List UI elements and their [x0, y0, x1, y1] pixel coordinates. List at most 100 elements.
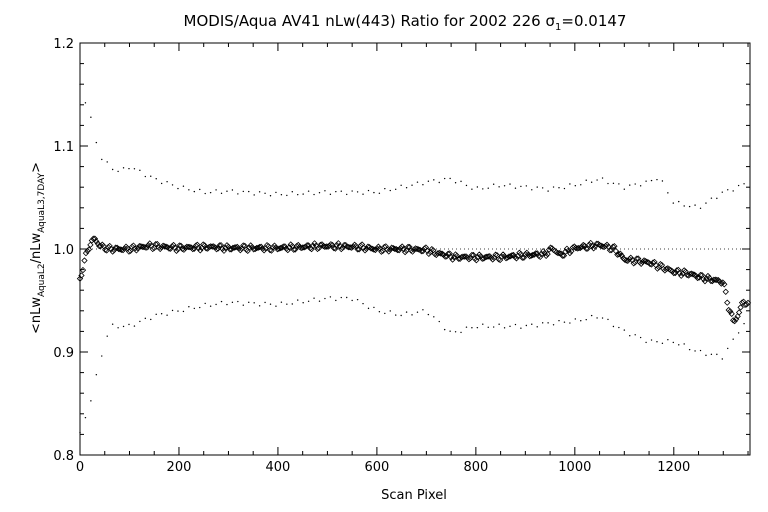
upper-envelope-dot	[160, 182, 163, 185]
upper-envelope-dot	[171, 184, 174, 186]
mean-ratio-marker	[437, 250, 444, 257]
upper-envelope-dot	[699, 207, 702, 209]
mean-ratio-marker	[290, 246, 297, 253]
upper-envelope-dot	[209, 191, 212, 194]
mean-ratio-marker	[158, 243, 165, 251]
upper-envelope-dot	[607, 182, 609, 185]
upper-envelope-dot	[389, 189, 391, 192]
mean-ratio-marker	[701, 278, 709, 285]
mean-ratio-marker	[173, 247, 180, 254]
mean-ratio-marker	[498, 253, 505, 260]
envelope-dots	[79, 83, 745, 434]
lower-envelope-dot	[639, 336, 642, 339]
mean-ratio-marker	[149, 245, 156, 253]
upper-envelope-dot	[411, 184, 413, 186]
upper-envelope-dot	[629, 184, 631, 186]
mean-ratio-marker	[566, 249, 574, 257]
lower-envelope-dot	[536, 326, 538, 328]
lower-envelope-dot	[395, 314, 397, 316]
lower-envelope-dot	[166, 314, 168, 316]
lower-envelope-dot	[732, 338, 734, 340]
mean-ratio-marker	[133, 247, 140, 254]
mean-ratio-marker	[590, 245, 597, 252]
lower-envelope-dot	[182, 310, 185, 313]
mean-ratio-marker	[611, 243, 618, 250]
y-tick-label: 1.1	[53, 140, 74, 155]
lower-envelope-dot	[307, 300, 310, 303]
lower-envelope-dot	[590, 314, 593, 317]
mean-ratio-marker	[280, 243, 287, 250]
upper-envelope-dot	[264, 192, 266, 194]
mean-ratio-marker	[314, 245, 321, 253]
mean-ratio-marker	[646, 260, 654, 268]
upper-envelope-dot	[623, 188, 626, 190]
upper-envelope-dot	[438, 181, 440, 184]
mean-ratio-marker	[640, 257, 648, 264]
upper-envelope-dot	[318, 191, 321, 194]
mean-ratio-marker	[453, 252, 461, 259]
upper-envelope-dot	[536, 186, 538, 188]
mean-ratio-marker	[252, 245, 259, 253]
lower-envelope-dot	[672, 341, 675, 344]
mean-ratio-marker	[734, 313, 741, 320]
upper-envelope-dot	[215, 189, 217, 191]
mean-ratio-marker	[109, 248, 116, 255]
lower-envelope-dot	[503, 327, 506, 329]
upper-envelope-dot	[335, 190, 337, 193]
mean-ratio-marker	[706, 274, 713, 282]
upper-envelope-dot	[460, 180, 462, 183]
x-tick-label: 0	[76, 460, 84, 475]
mean-ratio-marker	[542, 252, 550, 260]
lower-envelope-dot	[373, 306, 375, 309]
axis-ticks: 0 200 400 600 800 1000 1200 0.8 0.9 1.0 1.1 1.2	[53, 37, 750, 475]
mean-ratio-marker	[361, 247, 369, 254]
lower-envelope-dot	[422, 309, 424, 311]
upper-envelope-dot	[678, 200, 680, 203]
lower-envelope-dot	[405, 311, 408, 313]
lower-envelope-dot	[400, 314, 402, 317]
lower-envelope-dot	[269, 303, 272, 305]
mean-ratio-marker	[106, 242, 113, 250]
lower-envelope-dot	[318, 300, 321, 302]
mean-ratio-marker	[599, 243, 606, 250]
upper-envelope-dot	[639, 185, 642, 187]
y-axis-label-mid: /nLw	[29, 232, 44, 263]
upper-envelope-dot	[634, 183, 636, 185]
lower-envelope-dot	[449, 330, 451, 332]
mean-ratio-marker	[250, 246, 257, 253]
lower-envelope-dot	[237, 300, 239, 303]
lower-envelope-dot	[144, 317, 147, 320]
lower-envelope-dot	[258, 305, 261, 307]
lower-envelope-dot	[117, 327, 119, 329]
upper-envelope-dot	[482, 188, 484, 190]
mean-ratio-marker	[186, 243, 194, 251]
mean-ratio-marker	[378, 248, 385, 255]
mean-ratio-marker	[643, 258, 651, 266]
lower-envelope-dot	[645, 341, 647, 344]
lower-envelope-dot	[111, 323, 114, 325]
mean-ratio-marker	[731, 317, 738, 325]
upper-envelope-dot	[405, 187, 408, 189]
mean-ratio-marker	[614, 251, 621, 258]
lower-envelope-dot	[580, 320, 582, 322]
mean-ratio-marker	[274, 246, 281, 253]
lower-envelope-dot	[362, 302, 364, 305]
mean-ratio-marker	[112, 244, 119, 251]
upper-envelope-dot	[199, 188, 201, 191]
mean-ratio-marker	[639, 258, 646, 266]
upper-envelope-dot	[150, 175, 152, 177]
mean-ratio-marker	[200, 241, 207, 248]
upper-envelope-dot	[509, 183, 511, 185]
mean-ratio-marker	[633, 255, 640, 262]
mean-ratio-marker	[367, 245, 375, 252]
mean-ratio-marker	[459, 253, 467, 260]
mean-ratio-marker	[400, 245, 407, 253]
mean-ratio-marker	[370, 246, 378, 253]
mean-ratio-marker	[580, 241, 587, 249]
lower-envelope-dot	[248, 301, 250, 304]
mean-ratio-marker	[623, 257, 630, 264]
lower-envelope-dot	[346, 296, 348, 299]
y-tick-label: 0.9	[53, 346, 74, 361]
mean-ratio-marker	[125, 248, 133, 255]
